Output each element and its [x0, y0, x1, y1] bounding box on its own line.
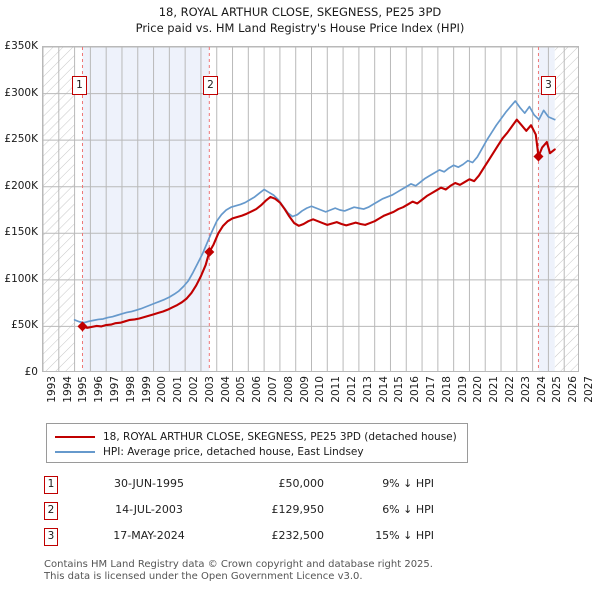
x-axis-tick-2015: 2015 — [393, 376, 406, 403]
hpi-average-line — [73, 100, 556, 324]
chart-plot-svg — [43, 47, 578, 371]
x-axis-tick-2013: 2013 — [361, 376, 374, 403]
y-axis-tick-4: £200K — [4, 179, 38, 192]
x-axis-tick-2010: 2010 — [314, 376, 327, 403]
legend-swatch-hpi — [55, 450, 95, 453]
x-axis-tick-2021: 2021 — [488, 376, 501, 403]
footer-licence: This data is licensed under the Open Gov… — [44, 571, 363, 582]
x-axis-tick-2027: 2027 — [582, 376, 595, 403]
x-axis-tick-2017: 2017 — [424, 376, 437, 403]
page-title: 18, ROYAL ARTHUR CLOSE, SKEGNESS, PE25 3… — [158, 5, 442, 19]
x-axis-tick-2001: 2001 — [172, 376, 185, 403]
x-axis-tick-2012: 2012 — [345, 376, 358, 403]
x-axis-tick-2016: 2016 — [409, 376, 422, 403]
legend-item-property[interactable]: 18, ROYAL ARTHUR CLOSE, SKEGNESS, PE25 3… — [55, 429, 459, 444]
x-axis-tick-2011: 2011 — [330, 376, 343, 403]
sale-marker-box-1[interactable]: 1 — [72, 76, 87, 95]
y-axis-tick-7: £350K — [4, 40, 38, 52]
x-axis-tick-2009: 2009 — [298, 376, 311, 403]
x-axis-tick-1995: 1995 — [77, 376, 90, 403]
x-axis-tick-2008: 2008 — [282, 376, 295, 403]
x-axis-tick-2014: 2014 — [377, 376, 390, 403]
sale-marker-box-2[interactable]: 2 — [203, 76, 218, 95]
x-axis-tick-2006: 2006 — [251, 376, 264, 403]
x-axis-tick-2003: 2003 — [203, 376, 216, 403]
x-axis-tick-2025: 2025 — [551, 376, 564, 403]
chart-gridlines — [43, 47, 578, 371]
sale-marker-box-3[interactable]: 3 — [541, 76, 556, 95]
transaction-badge-1: 1 — [44, 476, 58, 494]
y-axis-tick-6: £300K — [4, 86, 38, 99]
transaction-date: 17-MAY-2024 — [113, 529, 185, 542]
sale-event-vertical-lines — [81, 47, 539, 371]
transaction-badge-3: 3 — [44, 528, 58, 546]
legend-item-hpi[interactable]: HPI: Average price, detached house, East… — [55, 444, 459, 459]
sale-point-markers — [77, 151, 544, 332]
x-axis-tick-2024: 2024 — [535, 376, 548, 403]
x-axis-tick-1993: 1993 — [45, 376, 58, 403]
x-axis-tick-1996: 1996 — [93, 376, 106, 403]
x-axis-tick-2002: 2002 — [188, 376, 201, 403]
footer-copyright: Contains HM Land Registry data © Crown c… — [44, 559, 433, 570]
x-axis-tick-2020: 2020 — [472, 376, 485, 403]
y-axis-tick-3: £150K — [4, 226, 38, 239]
transactions-table: 1 30-JUN-1995 £50,000 9% ↓ HPI 2 14-JUL-2003 £… — [44, 474, 464, 552]
x-axis-tick-1997: 1997 — [109, 376, 122, 403]
legend-swatch-property — [55, 435, 95, 438]
x-axis-tick-2019: 2019 — [456, 376, 469, 403]
y-axis-tick-2: £100K — [4, 272, 38, 285]
footer-attribution: Contains HM Land Registry data © Crown c… — [44, 559, 584, 583]
x-axis-tick-1998: 1998 — [124, 376, 137, 403]
transaction-hpi-delta: 9% ↓ HPI — [382, 477, 434, 490]
x-axis-tick-1999: 1999 — [140, 376, 153, 403]
transaction-badge-2: 2 — [44, 502, 58, 520]
x-axis-tick-2026: 2026 — [567, 376, 580, 403]
x-axis-tick-2007: 2007 — [267, 376, 279, 403]
x-axis-tick-2022: 2022 — [503, 376, 516, 403]
page-subtitle: Price paid vs. HM Land Registry's House … — [135, 21, 465, 35]
table-row[interactable]: 1 30-JUN-1995 £50,000 9% ↓ HPI — [44, 474, 464, 500]
x-axis-tick-2000: 2000 — [156, 376, 169, 403]
transaction-price: £129,950 — [271, 503, 325, 516]
table-row[interactable]: 2 14-JUL-2003 £129,950 6% ↓ HPI — [44, 500, 464, 526]
x-axis-tick-2023: 2023 — [519, 376, 532, 403]
legend-label-property: 18, ROYAL ARTHUR CLOSE, SKEGNESS, PE25 3… — [103, 430, 457, 443]
transaction-date: 30-JUN-1995 — [113, 477, 185, 490]
y-axis-tick-5: £250K — [4, 133, 38, 146]
transaction-price: £232,500 — [271, 529, 325, 542]
transaction-hpi-delta: 6% ↓ HPI — [382, 503, 434, 516]
legend-label-hpi: HPI: Average price, detached house, East… — [103, 445, 364, 458]
transaction-hpi-delta: 15% ↓ HPI — [375, 529, 434, 542]
x-axis-tick-1994: 1994 — [61, 376, 74, 403]
x-axis-tick-2005: 2005 — [235, 376, 248, 403]
transaction-price: £50,000 — [278, 477, 325, 490]
transaction-date: 14-JUL-2003 — [115, 503, 183, 516]
x-axis-tick-2018: 2018 — [440, 376, 453, 403]
x-axis-tick-2004: 2004 — [219, 376, 232, 403]
y-axis-tick-0: £0 — [24, 366, 38, 378]
property-price-line — [81, 118, 556, 329]
table-row[interactable]: 3 17-MAY-2024 £232,500 15% ↓ HPI — [44, 526, 464, 552]
chart-legend: 18, ROYAL ARTHUR CLOSE, SKEGNESS, PE25 3… — [46, 423, 468, 463]
chart-title-block: 18, ROYAL ARTHUR CLOSE, SKEGNESS, PE25 3… — [0, 4, 600, 36]
y-axis-tick-1: £50K — [11, 319, 38, 332]
price-history-chart[interactable] — [42, 46, 579, 372]
